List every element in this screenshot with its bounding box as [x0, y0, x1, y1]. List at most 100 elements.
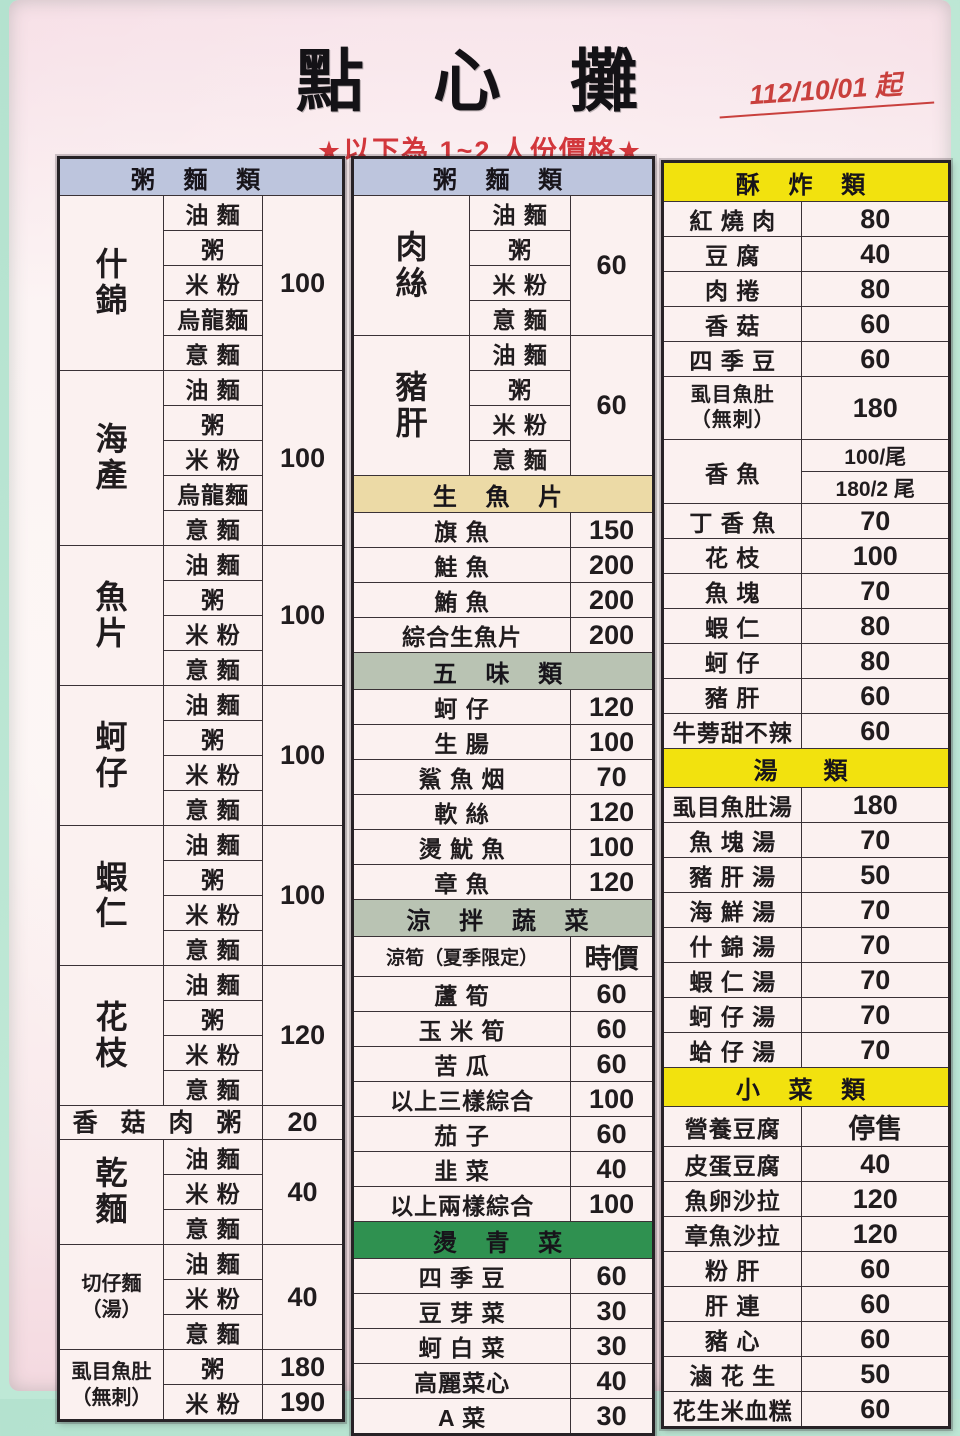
item-label-cell: 旗 魚 — [351, 512, 572, 548]
item-label-cell: 意 麵 — [163, 930, 264, 966]
menu-row: 花 枝 100 — [661, 538, 950, 574]
group-name-cell: 海產 — [57, 370, 165, 546]
price-cell: 70 — [801, 997, 950, 1033]
item-label-cell: 粥 — [163, 230, 264, 266]
menu-row: 五 味 類 — [352, 652, 654, 690]
menu-row: 米 粉 — [59, 1174, 344, 1210]
item-label-cell: 皮蛋豆腐 — [661, 1146, 803, 1182]
menu-row: 蚵 仔 120 — [351, 689, 654, 725]
menu-row: 豆 芽 菜 30 — [351, 1293, 654, 1329]
item-label-cell: 軟 絲 — [351, 794, 572, 830]
menu-section-header: 涼 拌 蔬 菜 — [352, 899, 654, 937]
menu-row: 意 麵 — [59, 790, 344, 826]
menu-row: 魚 塊 湯 70 — [661, 822, 950, 858]
menu-row: 虱目魚肚 （無刺） 180 — [661, 376, 950, 440]
item-label-cell: 油 麵 — [163, 195, 264, 231]
menu-row: 涼筍（夏季限定） 時價 — [351, 936, 654, 977]
price-cell: 40 — [570, 1363, 654, 1399]
item-label-cell: 米 粉 — [163, 1279, 264, 1315]
group-name-cell: 切仔麵 （湯） — [57, 1244, 165, 1350]
price-cell: 190 — [262, 1384, 344, 1421]
item-label-cell: 意 麵 — [469, 440, 572, 476]
menu-row: 意 麵 — [353, 300, 654, 336]
menu-row: 涼 拌 蔬 菜 — [352, 899, 654, 937]
label-line: 什 — [95, 246, 128, 283]
item-label-cell: 虱目魚肚湯 — [661, 787, 803, 823]
item-label-cell: 燙 魷 魚 — [351, 829, 572, 865]
item-label-cell: 蚵 仔 — [351, 689, 572, 725]
price-cell: 180 — [801, 787, 950, 823]
group-name-cell: 花枝 — [57, 965, 165, 1106]
item-label-cell: 丁 香 魚 — [661, 503, 803, 539]
price-cell: 180/2 尾 — [801, 471, 950, 504]
menu-section-header: 湯 類 — [662, 748, 950, 788]
item-label-cell: 香 菇 — [661, 306, 803, 342]
item-label-cell: 米 粉 — [469, 405, 572, 441]
price-cell: 50 — [801, 1356, 950, 1392]
label-line: （無刺） — [690, 409, 775, 431]
menu-row: 意 麵 — [59, 1209, 344, 1245]
menu-row: 粥 麵 類 — [352, 157, 654, 196]
item-label-cell: 紅 燒 肉 — [661, 201, 803, 237]
item-label-cell: 豆 腐 — [661, 236, 803, 272]
item-label-cell: 米 粉 — [163, 265, 264, 301]
price-cell: 70 — [801, 962, 950, 998]
menu-row: 蚵 仔 80 — [661, 643, 950, 679]
price-cell: 60 — [801, 678, 950, 714]
menu-row: 綜合生魚片 200 — [351, 617, 654, 653]
menu-row: 虱目魚肚湯 180 — [661, 787, 950, 823]
price-cell: 40 — [262, 1244, 344, 1350]
item-label-cell: 鮪 魚 — [351, 582, 572, 618]
menu-row: 粥 — [59, 1000, 344, 1036]
price-cell: 100 — [262, 370, 344, 546]
item-label-cell: 豬 肝 湯 — [661, 857, 803, 893]
menu-row: 鮭 魚 200 — [351, 547, 654, 583]
item-label-cell: 油 麵 — [163, 545, 264, 581]
price-cell: 60 — [801, 306, 950, 342]
menu-row: 虱目魚肚 （無刺） 粥 180 — [57, 1349, 344, 1421]
menu-row: 意 麵 — [59, 650, 344, 686]
item-label-cell: 鯊 魚 烟 — [351, 759, 572, 795]
item-label-cell: 豆 芽 菜 — [351, 1293, 572, 1329]
menu-row: A 菜 30 — [351, 1398, 654, 1435]
item-label-cell: 茄 子 — [351, 1116, 572, 1152]
price-cell: 120 — [801, 1216, 950, 1252]
item-label-cell: 什 錦 湯 — [661, 927, 803, 963]
price-cell: 70 — [801, 892, 950, 928]
price-cell: 150 — [570, 512, 654, 548]
menu-row: 皮蛋豆腐 40 — [661, 1146, 950, 1182]
menu-row: 魚 塊 70 — [661, 573, 950, 609]
menu-row: 豬肝油 麵 60 — [351, 335, 654, 476]
group-name-cell: 什錦 — [57, 195, 165, 371]
item-label-cell: 米 粉 — [163, 1174, 264, 1210]
price-cell: 100 — [570, 724, 654, 760]
item-label-cell: 粥 — [163, 580, 264, 616]
item-label-cell: 意 麵 — [163, 650, 264, 686]
item-label-cell: 肉 捲 — [661, 271, 803, 307]
price-cell: 70 — [801, 927, 950, 963]
menu-row: 滷 花 生 50 — [661, 1356, 950, 1392]
menu-section-header: 生 魚 片 — [352, 475, 654, 513]
menu-row: 粥 — [59, 580, 344, 616]
item-label-cell: 花 枝 — [661, 538, 803, 574]
menu-row: 紅 燒 肉 80 — [661, 201, 950, 237]
item-label-cell: 魚卵沙拉 — [661, 1181, 803, 1217]
item-label-cell: 烏龍麵 — [163, 475, 264, 511]
item-label-cell: 鮭 魚 — [351, 547, 572, 583]
menu-row: 意 麵 — [59, 510, 344, 546]
label-line: 絲 — [395, 264, 428, 301]
menu-row: 蘆 筍 60 — [351, 976, 654, 1012]
label-line: 枝 — [95, 1034, 128, 1071]
menu-row: 意 麵 — [59, 335, 344, 371]
item-label-cell: 油 麵 — [163, 1139, 264, 1175]
price-cell: 50 — [801, 857, 950, 893]
price-cell: 80 — [801, 201, 950, 237]
left-menu-table: 粥 麵 類什錦油 麵 100 粥米 粉烏龍麵意 麵海產油 麵 100 粥米 粉烏龍麵意 … — [57, 156, 345, 1422]
menu-row: 苦 瓜 60 — [351, 1046, 654, 1082]
group-name-cell: 肉絲 — [351, 195, 471, 336]
menu-row: 乾麵油 麵 40 — [57, 1139, 344, 1245]
price-cell: 100 — [262, 685, 344, 826]
menu-row: 米 粉 — [59, 755, 344, 791]
menu-row: 蚵 白 菜 30 — [351, 1328, 654, 1364]
item-label-cell: 米 粉 — [163, 440, 264, 476]
